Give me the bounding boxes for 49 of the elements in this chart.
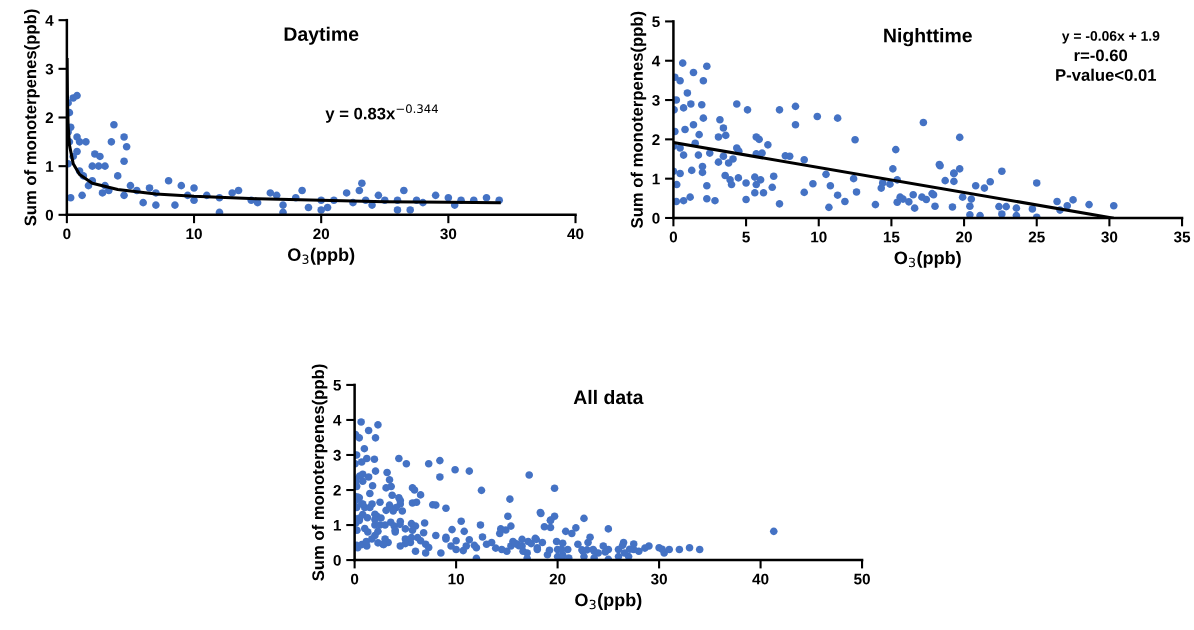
- x-tick-label: 20: [549, 573, 566, 585]
- x-axis-title: O$_{3}$(ppb): [894, 250, 961, 268]
- chart-title: All data: [573, 389, 644, 405]
- x-tick-label: 30: [440, 228, 457, 240]
- y-tick-label: 2: [652, 134, 660, 145]
- x-tick-label: 5: [742, 231, 750, 243]
- y-tick-label: 0: [333, 554, 341, 566]
- x-tick-label: 20: [313, 228, 330, 240]
- y-tick-label: 4: [333, 414, 342, 426]
- x-tick-label: 10: [186, 228, 202, 240]
- x-tick-label: 0: [63, 228, 71, 240]
- x-axis-title: O$_{3}$(ppb): [287, 247, 355, 265]
- y-tick-label: 5: [652, 16, 660, 28]
- x-tick-label: 50: [854, 573, 870, 585]
- y-axis-title: Sum of monoterpenes(ppb): [311, 364, 328, 581]
- y-tick-label: 1: [46, 161, 54, 172]
- annotation: r=-0.60: [1074, 49, 1128, 62]
- y-tick-label: 4: [651, 55, 661, 67]
- y-axis-title: Sum of monoterpenes(ppb): [630, 11, 647, 229]
- y-tick-label: 0: [652, 212, 660, 224]
- annotation: y = -0.06x + 1.9: [1061, 31, 1160, 44]
- x-tick-label: 40: [567, 228, 584, 240]
- y-tick-label: 1: [652, 173, 660, 185]
- x-tick-label: 20: [956, 231, 972, 243]
- y-tick-label: 2: [333, 484, 341, 496]
- x-tick-label: 15: [883, 231, 900, 243]
- x-axis-title: O$_{3}$(ppb): [575, 593, 642, 610]
- x-tick-label: 10: [448, 573, 464, 585]
- x-tick-label: 0: [669, 231, 678, 243]
- y-tick-label: 5: [333, 379, 341, 391]
- x-tick-label: 25: [1028, 231, 1045, 243]
- y-tick-label: 3: [652, 94, 660, 106]
- annotation: P-value<0.01: [1056, 68, 1157, 81]
- y-tick-label: 2: [45, 112, 54, 124]
- y-tick-label: 0: [45, 209, 54, 221]
- chart-title: Nighttime: [884, 28, 972, 47]
- chart-title: Daytime: [284, 26, 359, 45]
- y-tick-label: 1: [333, 520, 341, 531]
- y-tick-label: 4: [45, 15, 54, 26]
- y-tick-label: 3: [333, 449, 341, 461]
- x-tick-label: 10: [811, 231, 827, 243]
- y-axis-title: Sum of monoterpenes(ppb): [24, 9, 40, 226]
- annotation: y = 0.83x$^{−0.344}$: [325, 104, 438, 123]
- x-tick-label: 30: [650, 573, 667, 585]
- x-tick-label: 35: [1173, 231, 1191, 243]
- y-tick-label: 3: [45, 63, 54, 75]
- x-tick-label: 40: [752, 573, 769, 585]
- x-tick-label: 30: [1101, 231, 1118, 243]
- x-tick-label: 0: [350, 573, 359, 585]
